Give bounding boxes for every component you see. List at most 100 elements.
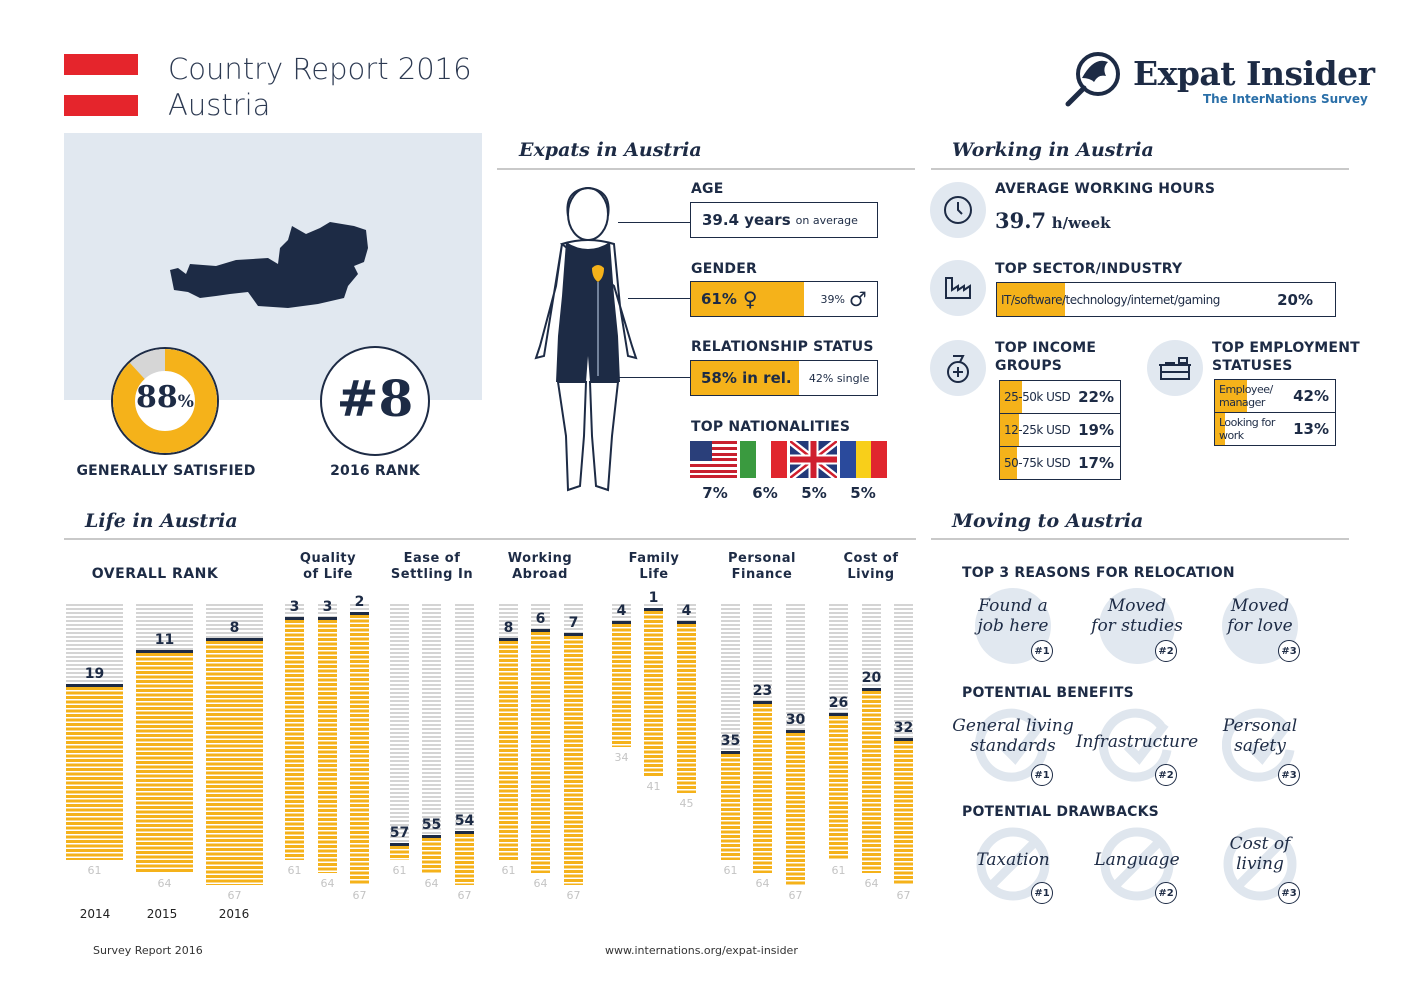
- chart-bar: [721, 604, 740, 861]
- employment-status: Employee/manager: [1215, 383, 1273, 409]
- employment-pct: 42%: [1293, 387, 1329, 405]
- item-text-line2: for studies: [1091, 616, 1183, 636]
- uk-flag-icon: [787, 438, 840, 481]
- chart-total-label: 64: [533, 876, 548, 890]
- factory-icon: [930, 260, 986, 316]
- satisfaction-number: 88: [136, 380, 178, 415]
- nationality-pct-usa: 7%: [702, 484, 728, 502]
- hours-label: AVERAGE WORKING HOURS: [995, 181, 1216, 197]
- in-relationship-bar: 58% in rel.: [691, 361, 799, 395]
- hours-value-wrap: 39.7 h/week: [995, 208, 1111, 233]
- rank-badge: #2: [1155, 764, 1177, 786]
- chart-bar: [786, 604, 805, 886]
- category-title-line1: Quality: [299, 551, 357, 566]
- expat-insider-logo-icon: [1064, 48, 1124, 108]
- country-name: Austria: [168, 88, 271, 122]
- chart-rank-label: 19: [84, 665, 105, 682]
- income-table: 25-50k USD 22% 12-25k USD 19% 50-75k USD…: [999, 380, 1121, 480]
- chart-total-label: 61: [287, 864, 302, 878]
- chart-year-label: 2014: [79, 907, 111, 921]
- chart-bar-fill: [350, 612, 369, 886]
- relationship-box: 58% in rel. 42% single: [690, 360, 878, 396]
- chart-bar: [318, 604, 337, 873]
- relationship-connector: [598, 377, 690, 378]
- sector-name: IT/software/technology/internet/gaming: [1001, 292, 1220, 307]
- chart-total-label: 67: [352, 889, 367, 903]
- income-row: 50-75k USD 17%: [999, 446, 1121, 480]
- chart-bar-fill: [422, 835, 441, 873]
- chart-total-label: 64: [755, 876, 770, 890]
- brand-name: Expat Insider: [1133, 54, 1375, 93]
- category-title-line2: Finance: [731, 567, 793, 582]
- age-connector: [618, 222, 690, 223]
- rank-badge: #1: [1031, 640, 1053, 662]
- heart-icon: [592, 265, 604, 282]
- rank-badge: #2: [1155, 882, 1177, 904]
- category-title-line1: Working: [507, 551, 573, 566]
- chart-bar: [644, 604, 663, 777]
- category-title-line1: Ease of: [403, 551, 461, 566]
- chart-bar-fill: [206, 637, 263, 886]
- chart-bar-fill: [894, 738, 913, 886]
- category-title-line2: Settling In: [390, 567, 474, 582]
- chart-total-label: 67: [566, 889, 581, 903]
- chart-category-title: OVERALL RANK: [64, 566, 246, 582]
- chart-rank-label: 11: [154, 632, 175, 649]
- rank-badge: #1: [1031, 882, 1053, 904]
- item-text-line1: Language: [1094, 850, 1180, 870]
- chart-total-label: 64: [320, 876, 335, 890]
- gender-box: 61% ♀ 39% ♂: [690, 281, 878, 317]
- gender-label: GENDER: [691, 261, 757, 277]
- chart-bar: [285, 604, 304, 861]
- rank-value: #8: [336, 369, 414, 428]
- income-label-line2: GROUPS: [995, 358, 1063, 374]
- drawback-item: Taxation #1: [948, 826, 1078, 906]
- employment-label: TOP EMPLOYMENT STATUSES: [1212, 339, 1360, 375]
- income-pct: 17%: [1078, 454, 1114, 472]
- sector-pct: 20%: [1277, 290, 1313, 309]
- item-text-line1: Personal: [1222, 716, 1298, 736]
- romania-flag-icon: [840, 441, 888, 478]
- chart-total-label: 64: [864, 876, 879, 890]
- footer-url[interactable]: www.internations.org/expat-insider: [605, 944, 798, 957]
- income-row: 12-25k USD 19%: [999, 413, 1121, 447]
- life-rank-chart: OVERALL RANK 19 61 11 64 8 67 Quality of Life 3 61…: [64, 551, 913, 921]
- chart-total-label: 64: [424, 876, 439, 890]
- chart-total-label: 41: [646, 780, 661, 794]
- chart-bar-fill: [531, 629, 550, 873]
- chart-bar: [753, 604, 772, 873]
- chart-bar-fill: [285, 616, 304, 861]
- chart-bar: [350, 604, 369, 886]
- chart-bar-fill: [786, 730, 805, 886]
- chart-rank-label: 26: [828, 695, 849, 712]
- income-label-line1: TOP INCOME: [995, 340, 1097, 356]
- nationality-pct-italy: 6%: [752, 484, 778, 502]
- employment-row: Looking for work 13%: [1214, 412, 1336, 446]
- single-pct: 42% single: [808, 371, 870, 385]
- chart-total-label: 67: [457, 889, 472, 903]
- chart-rank-label: 54: [454, 812, 475, 829]
- category-title-line2: of Life: [303, 567, 353, 582]
- item-text-line1: Moved: [1107, 596, 1167, 616]
- benefit-item: Infrastructure #2: [1072, 708, 1202, 788]
- chart-rank-label: 35: [720, 733, 741, 749]
- chart-bar: [677, 604, 696, 793]
- income-pct: 22%: [1078, 388, 1114, 406]
- item-text: Moved for studies: [1072, 588, 1202, 636]
- chart-rank-label: 6: [535, 611, 546, 628]
- sector-label: TOP SECTOR/INDUSTRY: [995, 261, 1183, 277]
- chart-bar-fill: [564, 633, 583, 886]
- chart-rank-label: 1: [648, 590, 659, 607]
- female-symbol-icon: ♀: [742, 287, 758, 311]
- chart-bar-fill: [136, 650, 193, 873]
- rank-label: 2016 RANK: [330, 463, 420, 479]
- rank-badge: #2: [1155, 640, 1177, 662]
- check-circle-icon: [974, 708, 1051, 784]
- money-bag-icon: [930, 340, 986, 396]
- category-title-line1: Cost of: [843, 551, 899, 566]
- chart-bar-fill: [318, 616, 337, 873]
- rank-badge: #3: [1278, 882, 1300, 904]
- chart-rank-label: 23: [752, 682, 773, 699]
- chart-bar: [136, 604, 193, 873]
- working-divider: [931, 168, 1349, 170]
